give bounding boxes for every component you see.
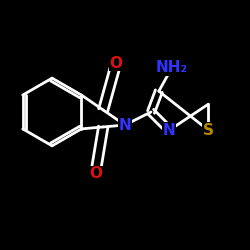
Text: N: N: [119, 118, 132, 132]
Text: N: N: [163, 123, 176, 138]
Text: O: O: [89, 166, 102, 181]
Text: NH₂: NH₂: [156, 60, 188, 75]
Text: O: O: [110, 56, 123, 71]
Text: S: S: [203, 123, 214, 138]
